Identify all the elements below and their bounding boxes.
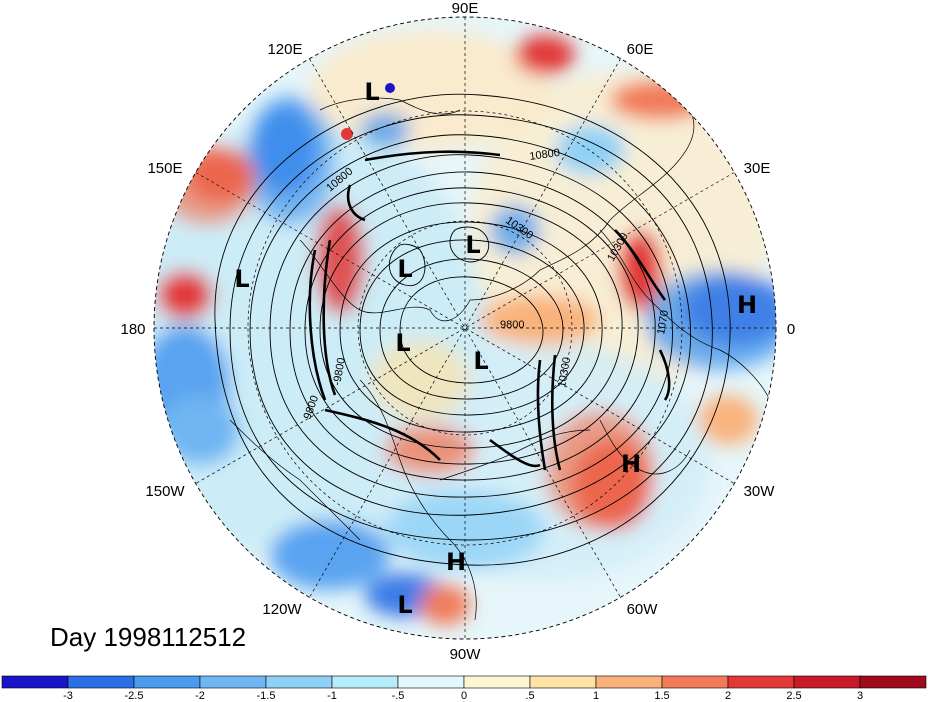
lon-label-90w: 90W (450, 646, 482, 663)
low-center-marker: L (234, 265, 249, 293)
map-boundary (153, 16, 777, 640)
colorbar-box (67, 675, 135, 689)
colorbar-tick-label: -2 (195, 690, 205, 702)
colorbar-box (529, 675, 597, 689)
pressure-centers: L L L L L L L H H H (234, 78, 757, 619)
colorbar-tick-label: -3 (63, 690, 73, 702)
height-contours (214, 93, 731, 566)
high-center-marker: H (446, 548, 466, 576)
colorbar-box (661, 675, 729, 689)
colorbar: -3 -2.5 -2 -1.5 -1 -.5 0 .5 1 1.5 2 2.5 3 (1, 675, 927, 702)
colorbar-tick-label: 1 (593, 690, 599, 702)
colorbar-tick-label: 1.5 (654, 690, 669, 702)
colorbar-box (463, 675, 531, 689)
colorbar-box (595, 675, 663, 689)
lon-label-90e: 90E (452, 0, 479, 17)
colorbar-box (265, 675, 333, 689)
high-center-marker: H (621, 450, 641, 478)
high-center-marker: H (737, 291, 757, 319)
contour-label: 10300 (556, 356, 573, 388)
colorbar-tick-label: -.5 (392, 690, 405, 702)
lon-label-60e: 60E (627, 41, 654, 58)
colorbar-tick-label: 2 (725, 690, 731, 702)
colorbar-box (727, 675, 795, 689)
low-center-marker: L (397, 255, 412, 283)
contour-label: -9800 (331, 357, 348, 387)
jet-contours (308, 150, 671, 471)
lon-label-150e: 150E (147, 160, 182, 177)
lon-label-0: 0 (787, 321, 795, 338)
colorbar-tick-label: -1.5 (257, 690, 276, 702)
colorbar-boxes (1, 675, 927, 689)
lon-label-30e: 30E (744, 160, 771, 177)
colorbar-box (331, 675, 399, 689)
contour-label: 9800 (500, 319, 524, 331)
colorbar-box (199, 675, 267, 689)
lon-label-30w: 30W (744, 483, 776, 500)
colorbar-box (793, 675, 861, 689)
colorbar-tick-labels: -3 -2.5 -2 -1.5 -1 -.5 0 .5 1 1.5 2 2.5 3 (63, 690, 863, 702)
lon-label-180: 180 (120, 321, 145, 338)
colorbar-box (1, 675, 69, 689)
colorbar-tick-label: -1 (327, 690, 337, 702)
colorbar-tick-label: -2.5 (125, 690, 144, 702)
colorbar-box (397, 675, 465, 689)
colorbar-tick-label: 2.5 (786, 690, 801, 702)
day-title: Day 1998112512 (50, 622, 246, 652)
contour-label: 1070 (655, 309, 671, 335)
lon-label-60w: 60W (627, 601, 659, 618)
longitude-labels: 90E 120E 60E 150E 30E 180 0 150W 30W 120… (120, 0, 795, 663)
low-center-marker: L (395, 329, 410, 357)
low-center-marker: L (364, 78, 379, 106)
low-center-marker: L (473, 347, 488, 375)
colorbar-box (859, 675, 927, 689)
low-center-marker: L (397, 591, 412, 619)
colorbar-tick-label: .5 (525, 690, 534, 702)
anomaly-field (154, 17, 776, 639)
lon-label-120w: 120W (262, 601, 302, 618)
lon-label-150w: 150W (145, 483, 185, 500)
low-center-marker: L (465, 231, 480, 259)
colorbar-tick-label: 0 (461, 690, 467, 702)
coastlines (229, 97, 771, 621)
colorbar-tick-label: 3 (857, 690, 863, 702)
lon-label-120e: 120E (267, 41, 302, 58)
contour-label: 10800 (529, 147, 561, 163)
graticule (154, 17, 776, 639)
colorbar-box (133, 675, 201, 689)
